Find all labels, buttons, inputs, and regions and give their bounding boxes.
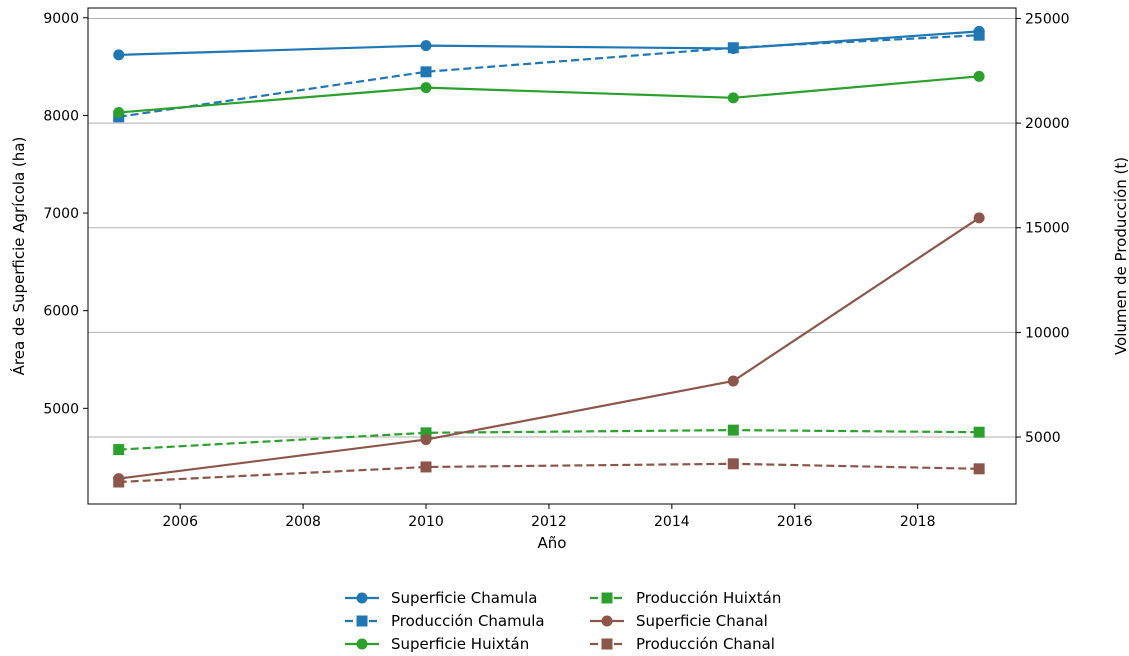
x-tick-label: 2010: [408, 514, 444, 530]
series-superficie-chamula: [113, 25, 985, 61]
series-line: [118, 30, 980, 56]
data-point: [420, 434, 432, 446]
legend-marker: [356, 638, 368, 650]
data-point: [113, 444, 125, 456]
y2-tick-label: 15000: [1025, 221, 1070, 237]
data-point: [973, 212, 985, 224]
data-point: [973, 463, 985, 475]
data-point: [420, 461, 432, 473]
series-produccion-chanal: [113, 458, 985, 488]
legend: Superficie Chamula Producción Chamula Supe…: [345, 589, 781, 653]
data-point: [113, 49, 125, 61]
data-point: [973, 29, 985, 41]
legend-item-produccion-huixtan: Producción Huixtán: [590, 589, 781, 607]
data-point: [973, 426, 985, 438]
series-line: [118, 462, 980, 484]
legend-item-produccion-chamula: Producción Chamula: [345, 612, 545, 630]
x-tick-label: 2016: [777, 514, 813, 530]
plot-frame: [87, 7, 1017, 505]
series-line: [118, 428, 980, 451]
data-point: [113, 106, 125, 118]
legend-marker: [601, 592, 613, 604]
x-tick-label: 2014: [654, 514, 690, 530]
y-axis-right: 5000 10000 15000 20000 25000: [1016, 11, 1070, 446]
data-point: [420, 40, 432, 52]
legend-label: Producción Huixtán: [636, 589, 781, 607]
y2-tick-label: 20000: [1025, 116, 1070, 132]
y2-tick-label: 10000: [1025, 325, 1070, 341]
y-tick-label: 8000: [43, 108, 79, 124]
legend-marker: [601, 615, 613, 627]
data-point: [727, 458, 739, 470]
y-tick-label: 9000: [43, 11, 79, 27]
x-axis: 2006 2008 2010 2012 2014 2016 2018: [162, 504, 935, 530]
legend-item-superficie-huixtan: Superficie Huixtán: [345, 635, 529, 653]
y2-tick-label: 25000: [1025, 11, 1070, 27]
data-point: [727, 92, 739, 104]
series-line: [118, 75, 980, 114]
y2-tick-label: 5000: [1025, 430, 1061, 446]
series-layer: [113, 25, 985, 488]
data-point: [727, 424, 739, 436]
legend-marker: [356, 592, 368, 604]
x-axis-label: Año: [538, 534, 567, 552]
legend-item-superficie-chamula: Superficie Chamula: [345, 589, 537, 607]
y-tick-label: 7000: [43, 206, 79, 222]
data-point: [420, 82, 432, 94]
y-axis-label: Área de Superficie Agrícola (ha): [9, 137, 28, 376]
data-point: [727, 42, 739, 54]
x-tick-label: 2018: [900, 514, 936, 530]
y-axis-left: 5000 6000 7000 8000 9000: [43, 11, 88, 417]
y-tick-label: 5000: [43, 401, 79, 417]
x-tick-label: 2008: [285, 514, 321, 530]
grid-layer: [88, 17, 1016, 438]
series-produccion-chamula: [113, 29, 985, 123]
x-tick-label: 2012: [531, 514, 567, 530]
legend-label: Producción Chanal: [636, 635, 775, 653]
y-tick-label: 6000: [43, 304, 79, 320]
series-produccion-huixtan: [113, 424, 985, 456]
y2-axis-label: Volumen de Producción (t): [1112, 157, 1129, 355]
data-point: [420, 66, 432, 78]
legend-marker: [356, 615, 368, 627]
legend-label: Superficie Chamula: [391, 589, 537, 607]
data-point: [727, 375, 739, 387]
data-point: [973, 70, 985, 82]
legend-label: Superficie Chanal: [636, 612, 768, 630]
legend-marker: [601, 638, 613, 650]
data-point: [420, 427, 432, 439]
legend-label: Superficie Huixtán: [391, 635, 529, 653]
series-superficie-huixtan: [113, 70, 985, 118]
legend-item-produccion-chanal: Producción Chanal: [590, 635, 775, 653]
x-tick-label: 2006: [162, 514, 198, 530]
legend-item-superficie-chanal: Superficie Chanal: [590, 612, 768, 630]
series-line: [118, 216, 980, 480]
data-point: [113, 476, 125, 488]
legend-label: Producción Chamula: [391, 612, 545, 630]
